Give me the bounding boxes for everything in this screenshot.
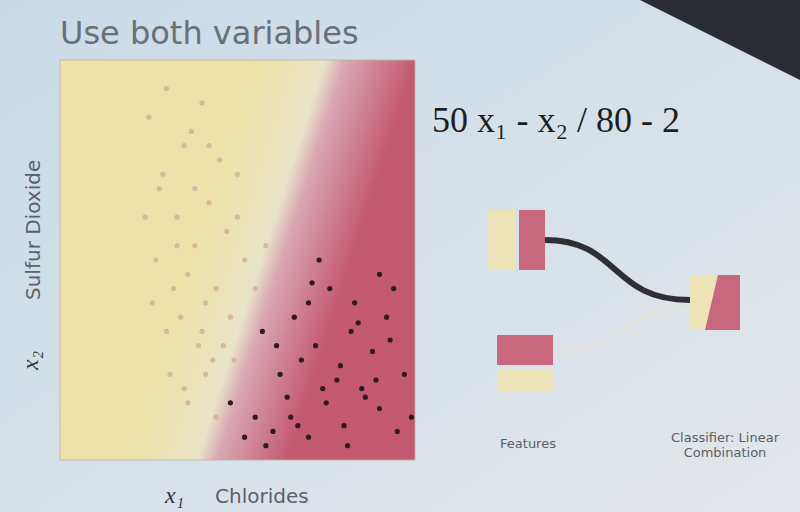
point — [221, 343, 226, 348]
point — [185, 272, 190, 277]
point — [306, 300, 311, 305]
point — [345, 443, 350, 448]
model-diagram — [487, 210, 740, 392]
point — [373, 377, 378, 382]
point — [377, 272, 382, 277]
point — [146, 115, 151, 120]
point — [210, 357, 215, 362]
point — [263, 243, 268, 248]
point — [217, 157, 222, 162]
point — [278, 372, 283, 377]
point — [327, 286, 332, 291]
x-axis-symbol: x₁ — [164, 482, 184, 508]
y-axis-label: Sulfur Dioxide — [21, 160, 45, 300]
point — [341, 423, 346, 428]
point — [175, 243, 180, 248]
point — [182, 143, 187, 148]
point — [189, 129, 194, 134]
point — [185, 400, 190, 405]
point — [199, 329, 204, 334]
point — [320, 386, 325, 391]
point — [224, 229, 229, 234]
point — [192, 243, 197, 248]
point — [164, 86, 169, 91]
point — [214, 286, 219, 291]
point — [292, 315, 297, 320]
x-axis-label: Chlorides — [215, 484, 309, 508]
point — [228, 400, 233, 405]
point — [175, 215, 180, 220]
point — [356, 320, 361, 325]
point — [338, 363, 343, 368]
point — [231, 357, 236, 362]
title: Use both variables — [60, 14, 359, 52]
point — [214, 415, 219, 420]
point — [150, 300, 155, 305]
point — [317, 257, 322, 262]
point — [242, 435, 247, 440]
point — [203, 372, 208, 377]
point — [228, 315, 233, 320]
point — [363, 395, 368, 400]
point — [299, 357, 304, 362]
point — [295, 423, 300, 428]
point — [334, 377, 339, 382]
point — [309, 280, 314, 285]
point — [207, 200, 212, 205]
plot-area — [60, 60, 415, 460]
point — [384, 315, 389, 320]
screen-edge — [640, 0, 800, 80]
point — [391, 286, 396, 291]
point — [352, 300, 357, 305]
point — [182, 386, 187, 391]
point — [164, 329, 169, 334]
point — [160, 172, 165, 177]
classifier-caption: Classifier: Linear Combination — [655, 430, 795, 460]
y-axis-symbol: x₂ — [17, 351, 43, 371]
point — [235, 172, 240, 177]
point — [359, 386, 364, 391]
point — [253, 286, 258, 291]
point — [153, 257, 158, 262]
point — [207, 143, 212, 148]
point — [395, 429, 400, 434]
point — [203, 300, 208, 305]
point — [263, 443, 268, 448]
point — [288, 415, 293, 420]
point — [260, 329, 265, 334]
point — [274, 343, 279, 348]
points — [143, 86, 414, 448]
point — [377, 406, 382, 411]
slide-background — [0, 0, 800, 512]
point — [235, 215, 240, 220]
point — [285, 395, 290, 400]
point — [253, 415, 258, 420]
point — [157, 186, 162, 191]
point — [324, 400, 329, 405]
point — [143, 215, 148, 220]
point — [402, 372, 407, 377]
point — [242, 257, 247, 262]
point — [167, 372, 172, 377]
features-caption: Features — [478, 436, 578, 451]
point — [199, 100, 204, 105]
formula: 50 x₁ - x₂ / 80 - 2 — [432, 100, 680, 140]
point — [171, 286, 176, 291]
point — [349, 329, 354, 334]
point — [306, 435, 311, 440]
point — [409, 415, 414, 420]
point — [388, 337, 393, 342]
point — [192, 186, 197, 191]
point — [313, 343, 318, 348]
point — [178, 315, 183, 320]
point — [196, 343, 201, 348]
point — [270, 429, 275, 434]
point — [370, 349, 375, 354]
